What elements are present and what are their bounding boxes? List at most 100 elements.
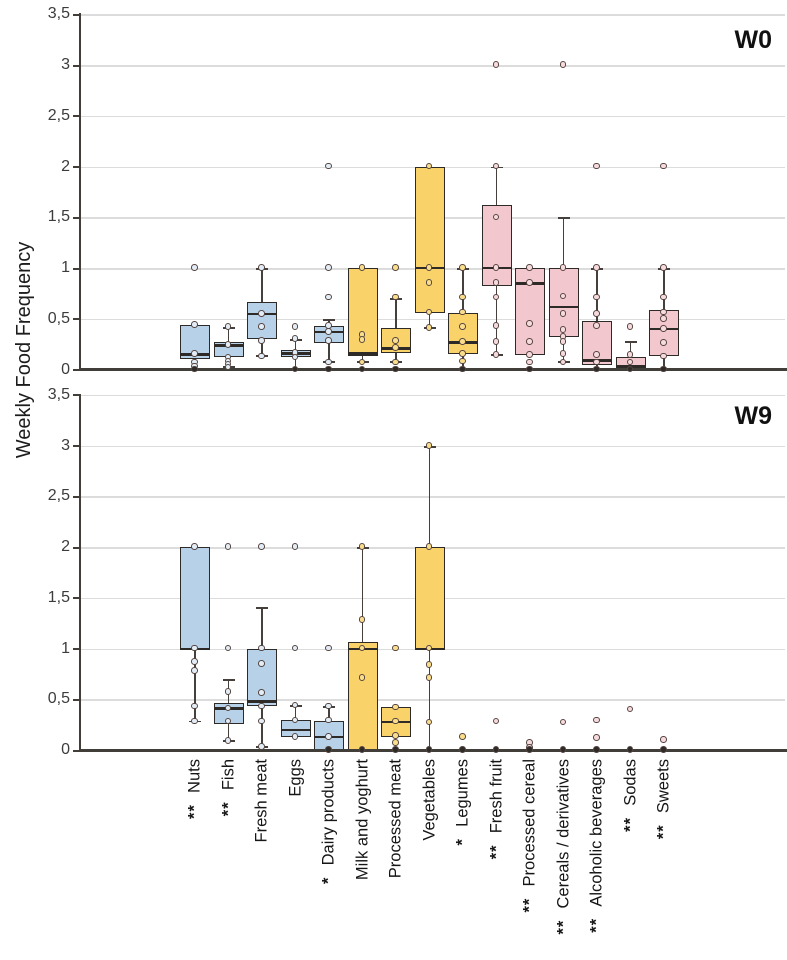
- upper-whisker: [261, 268, 263, 302]
- data-point: [224, 644, 232, 652]
- gridline: [81, 318, 785, 321]
- data-point: [224, 717, 232, 725]
- data-point: [492, 322, 500, 329]
- data-point: [191, 543, 198, 550]
- panel-label: W9: [734, 402, 773, 430]
- data-point: [224, 323, 232, 330]
- category-name: Vegetables: [420, 759, 438, 841]
- category-name: Sodas: [621, 759, 639, 806]
- lower-whisker: [495, 286, 498, 356]
- data-point: [593, 162, 600, 170]
- category-name: Fish: [219, 759, 237, 791]
- data-point: [425, 279, 433, 287]
- data-point: [526, 351, 533, 359]
- lower-whisker: [328, 343, 330, 363]
- data-point: [325, 365, 332, 373]
- data-point: [559, 350, 567, 358]
- data-point: [392, 264, 399, 271]
- data-point: [593, 365, 600, 373]
- data-point: [258, 689, 265, 696]
- lower-whisker: [194, 648, 196, 722]
- gridline: [81, 699, 785, 701]
- data-point: [258, 743, 265, 750]
- gridline: [81, 14, 785, 16]
- data-point: [559, 746, 567, 753]
- box: [247, 648, 277, 707]
- panel-label: W0: [734, 26, 773, 54]
- data-point: [258, 264, 265, 271]
- data-point: [191, 365, 198, 373]
- y-axis-line: [78, 13, 81, 371]
- category-name: Sweets: [654, 759, 673, 814]
- data-point: [459, 350, 466, 358]
- data-point: [626, 351, 634, 359]
- y-tick-label: 3: [61, 56, 70, 74]
- category-name: Nuts: [185, 759, 204, 793]
- data-point: [258, 337, 265, 344]
- upper-whisker: [294, 705, 297, 720]
- data-point: [191, 667, 198, 674]
- data-point: [258, 702, 265, 710]
- data-point: [224, 341, 232, 348]
- data-point: [425, 718, 433, 726]
- upper-whisker: [361, 547, 364, 643]
- data-point: [358, 746, 366, 753]
- lower-whisker: [261, 706, 263, 747]
- data-point: [325, 746, 332, 753]
- data-point: [425, 674, 433, 681]
- data-point: [526, 365, 533, 373]
- data-point: [358, 358, 366, 366]
- data-point: [492, 717, 500, 725]
- upper-whisker: [663, 268, 665, 310]
- data-point: [559, 338, 567, 345]
- data-point: [325, 733, 332, 740]
- y-tick-label: 0: [61, 360, 70, 378]
- data-point: [660, 352, 667, 360]
- data-point: [358, 616, 366, 623]
- data-point: [593, 358, 600, 366]
- data-point: [492, 213, 500, 221]
- data-point: [358, 365, 366, 373]
- data-point: [224, 704, 232, 712]
- data-point: [459, 365, 466, 373]
- significance-stars: **: [587, 906, 606, 933]
- data-point: [459, 323, 466, 330]
- upper-whisker: [428, 445, 431, 548]
- data-point: [559, 309, 567, 317]
- data-point: [459, 264, 466, 271]
- gridline: [81, 496, 785, 498]
- data-point: [224, 363, 232, 371]
- data-point: [325, 264, 332, 271]
- data-point: [258, 717, 265, 725]
- category-name: Processed cereal: [520, 759, 539, 887]
- data-point: [526, 279, 533, 287]
- lower-whisker: [562, 337, 565, 363]
- significance-stars: **: [487, 833, 505, 860]
- y-tick-label: 1,5: [47, 208, 70, 226]
- data-point: [660, 746, 667, 753]
- data-point: [425, 441, 433, 449]
- data-point: [191, 321, 198, 328]
- significance-stars: **: [185, 792, 204, 819]
- data-point: [291, 543, 299, 550]
- data-point: [660, 736, 667, 743]
- y-tick-label: 1: [61, 639, 70, 657]
- y-tick-label: 2,5: [47, 106, 70, 124]
- data-point: [224, 737, 232, 744]
- data-point: [358, 543, 366, 550]
- data-point: [593, 351, 600, 359]
- data-point: [325, 162, 332, 170]
- data-point: [526, 320, 533, 327]
- y-tick: [72, 369, 80, 371]
- y-tick: [72, 318, 80, 321]
- y-tick-label: 2,5: [47, 487, 70, 505]
- upper-whisker-cap: [222, 678, 235, 681]
- data-point: [593, 309, 600, 317]
- data-point: [559, 61, 567, 68]
- data-point: [660, 365, 667, 373]
- upper-whisker: [629, 341, 632, 358]
- data-point: [291, 335, 299, 342]
- data-point: [626, 365, 634, 373]
- y-tick: [72, 13, 80, 16]
- box: [347, 642, 378, 750]
